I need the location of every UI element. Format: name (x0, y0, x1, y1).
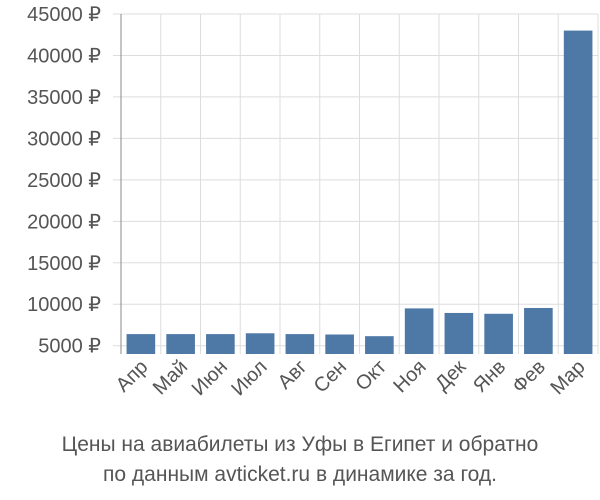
x-tick-label: Янв (469, 356, 510, 397)
grid-lines (113, 13, 599, 354)
y-tick-label: 40000 ₽ (27, 45, 101, 67)
caption-line-1: Цены на авиабилеты из Уфы в Египет и обр… (61, 433, 539, 456)
bar-0 (126, 334, 156, 354)
y-axis-ticks: 5000 ₽ 10000 ₽ 15000 ₽ 20000 ₽ 25000 ₽ 30000 … (27, 4, 101, 358)
x-tick-label: Фев (508, 356, 550, 398)
caption-line-2: по данным avticket.ru в динамике за год. (103, 463, 497, 486)
x-tick-label: Окт (352, 356, 391, 395)
bar-7 (404, 308, 434, 354)
x-tick-label: Дек (431, 356, 470, 395)
bar-2 (206, 334, 235, 354)
x-tick-label: Ноя (389, 356, 430, 397)
y-tick-label: 30000 ₽ (27, 128, 101, 150)
y-tick-label: 20000 ₽ (27, 211, 101, 233)
bar-1 (166, 334, 195, 354)
bar-8 (444, 312, 474, 354)
x-tick-label: Сен (310, 356, 351, 397)
bar-4 (285, 334, 315, 354)
chart-caption: Цены на авиабилеты из Уфы в Египет и обр… (0, 430, 600, 490)
y-tick-label: 10000 ₽ (27, 294, 101, 316)
y-tick-label: 25000 ₽ (27, 170, 101, 192)
y-tick-label: 5000 ₽ (38, 336, 101, 358)
bar-10 (524, 307, 553, 354)
bar-3 (245, 333, 275, 354)
y-tick-label: 15000 ₽ (27, 253, 101, 275)
price-chart: 5000 ₽ 10000 ₽ 15000 ₽ 20000 ₽ 25000 ₽ 30000 … (27, 4, 599, 400)
bar-5 (325, 334, 354, 354)
x-tick-label: Мар (546, 356, 589, 399)
bar-9 (484, 313, 513, 354)
x-tick-label: Июн (188, 356, 232, 400)
x-tick-label: Авг (274, 356, 312, 394)
x-tick-label: Июл (227, 356, 271, 400)
y-tick-label: 35000 ₽ (27, 87, 101, 109)
y-tick-label: 45000 ₽ (27, 4, 101, 26)
x-tick-label: Май (149, 356, 192, 399)
bar-6 (365, 336, 394, 354)
x-tick-label: Апр (112, 356, 153, 397)
bar-11 (563, 30, 593, 355)
bars (126, 30, 593, 355)
